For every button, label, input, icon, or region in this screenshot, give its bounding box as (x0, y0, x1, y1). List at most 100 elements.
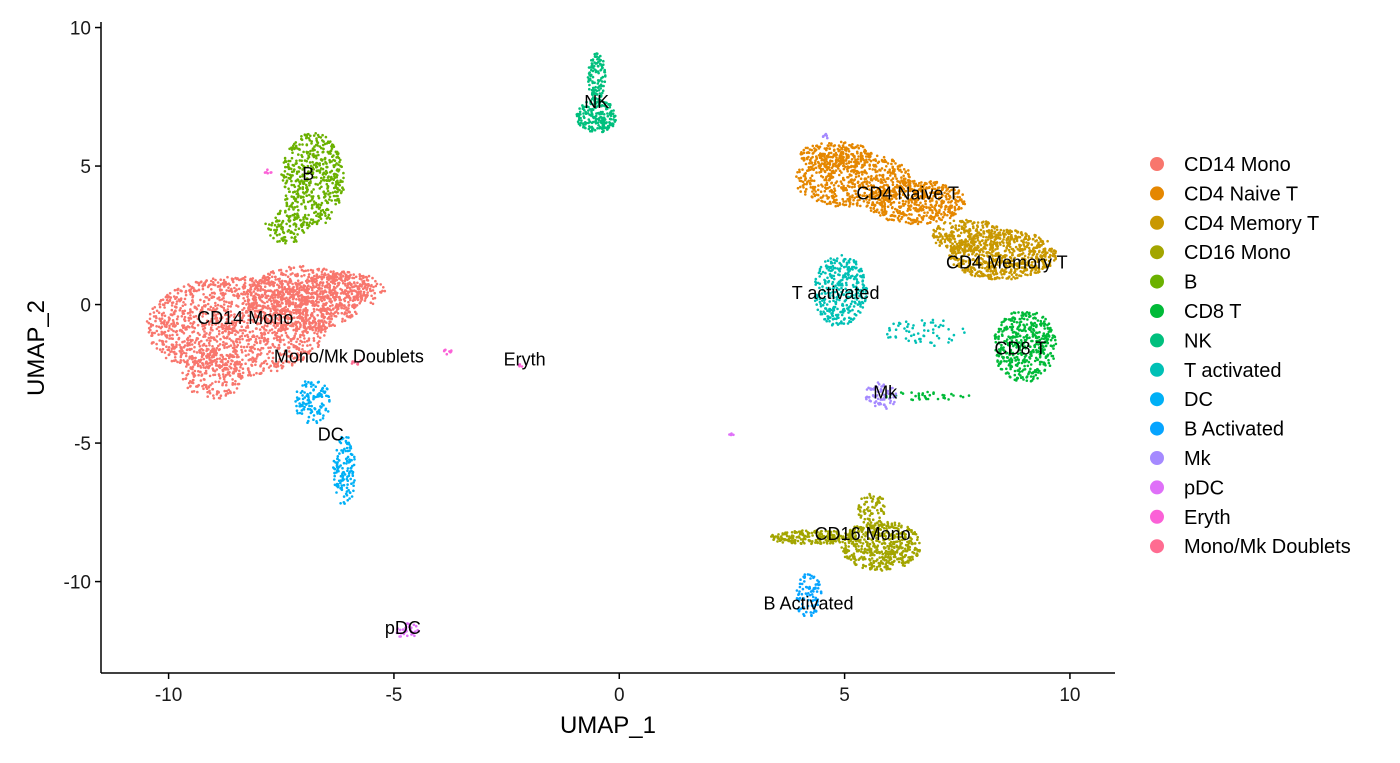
point (967, 231, 970, 234)
point (174, 330, 178, 334)
point (906, 172, 910, 176)
point (810, 167, 814, 171)
point (799, 185, 802, 189)
point (241, 337, 244, 341)
point (159, 326, 163, 330)
point (158, 317, 161, 321)
point (316, 289, 319, 293)
point (183, 340, 186, 343)
point (1043, 248, 1047, 251)
point (949, 244, 953, 248)
point (311, 282, 314, 285)
point (1007, 237, 1010, 241)
point (328, 284, 332, 288)
point (275, 331, 279, 335)
point (285, 334, 289, 337)
point (186, 372, 190, 376)
point (172, 351, 175, 354)
point (184, 326, 187, 330)
point (189, 308, 192, 311)
point (310, 312, 314, 315)
point (863, 148, 867, 152)
point (327, 278, 331, 282)
point (295, 274, 298, 278)
point (150, 331, 154, 335)
point (994, 234, 998, 238)
point (231, 381, 235, 385)
point (199, 348, 202, 352)
point (918, 541, 921, 545)
point (977, 245, 980, 249)
point (1012, 239, 1016, 242)
point (296, 337, 300, 341)
point (335, 293, 338, 297)
point (828, 147, 832, 150)
point (269, 295, 273, 299)
point (844, 544, 847, 547)
point (154, 319, 157, 323)
point (1024, 235, 1028, 238)
point (290, 342, 293, 346)
point (917, 213, 921, 217)
point (843, 159, 847, 162)
series-0-points (145, 264, 387, 400)
point (989, 239, 993, 243)
point (916, 217, 919, 220)
point (222, 377, 226, 381)
point (325, 321, 328, 324)
point (296, 316, 300, 320)
point (209, 336, 213, 339)
point (1002, 244, 1005, 247)
point (188, 334, 192, 338)
point (173, 356, 177, 359)
point (330, 317, 333, 320)
point (811, 190, 814, 193)
point (276, 283, 279, 287)
point (223, 336, 226, 340)
point (179, 298, 183, 302)
point (979, 248, 983, 251)
point (235, 360, 239, 364)
point (345, 308, 348, 312)
point (992, 242, 996, 245)
point (302, 334, 306, 337)
point (894, 162, 897, 165)
point (278, 277, 281, 281)
point (828, 185, 831, 189)
point (241, 277, 244, 281)
point (938, 232, 941, 235)
point (908, 213, 911, 216)
point (286, 283, 290, 286)
point (1021, 247, 1024, 251)
point (298, 289, 301, 292)
point (174, 352, 178, 356)
point (329, 270, 333, 274)
point (365, 288, 369, 291)
point (189, 288, 193, 291)
point (226, 392, 230, 395)
point (273, 296, 277, 299)
point (220, 288, 223, 292)
point (383, 289, 387, 293)
point (825, 166, 829, 169)
point (241, 358, 244, 362)
point (828, 168, 832, 172)
point (203, 330, 206, 333)
point (840, 187, 843, 190)
point (292, 328, 296, 332)
point (242, 345, 246, 349)
point (168, 292, 172, 295)
point (195, 385, 198, 388)
point (819, 152, 822, 155)
point (892, 211, 895, 214)
point (871, 168, 874, 171)
point (296, 352, 299, 355)
point (328, 304, 332, 308)
point (271, 342, 275, 346)
point (863, 169, 867, 172)
point (287, 346, 291, 350)
point (970, 245, 974, 248)
point (232, 391, 236, 394)
point (829, 202, 832, 205)
point (947, 238, 950, 242)
